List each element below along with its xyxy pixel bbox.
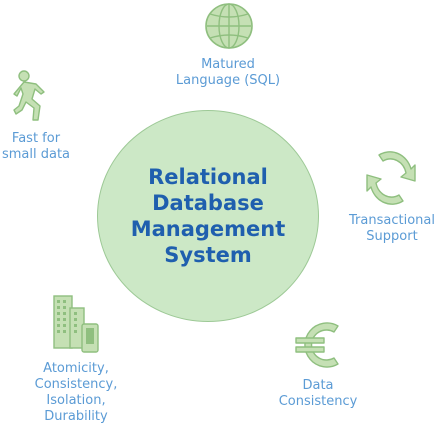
feature-transactional-line-1: Transactional [349, 213, 435, 228]
feature-transactional-line-2: Support [366, 229, 418, 244]
cycle-arrows-icon [366, 151, 416, 205]
running-person-icon [13, 70, 45, 121]
title-line-4: System [164, 243, 252, 267]
feature-consistency-line-1: Data [302, 378, 334, 393]
feature-acid-line-4: Durability [44, 409, 108, 424]
feature-acid-label: Atomicity, Consistency, Isolation, Durab… [10, 361, 142, 425]
feature-consistency-line-2: Consistency [278, 394, 358, 409]
feature-acid-line-1: Atomicity, [43, 361, 109, 376]
feature-fast-line-2: small data [1, 147, 71, 162]
rdbms-title: Relational Database Management System [97, 164, 319, 268]
feature-sql-label: Matured Language (SQL) [156, 57, 300, 89]
feature-fast-line-1: Fast for [11, 131, 61, 146]
feature-fast-label: Fast for small data [0, 131, 72, 163]
title-line-2: Database [152, 191, 264, 215]
title-line-1: Relational [148, 165, 268, 189]
globe-icon [205, 3, 253, 49]
feature-transactional-label: Transactional Support [340, 213, 440, 245]
feature-sql-line-2: Language (SQL) [175, 73, 281, 88]
rdbms-circle [97, 110, 319, 322]
feature-consistency-label: Data Consistency [268, 378, 368, 410]
feature-sql-line-1: Matured [201, 57, 255, 72]
feature-acid-line-2: Consistency, [34, 377, 118, 392]
title-line-3: Management [130, 217, 286, 241]
buildings-icon [53, 295, 99, 353]
feature-acid-line-3: Isolation, [46, 393, 106, 408]
euro-icon [295, 322, 339, 368]
